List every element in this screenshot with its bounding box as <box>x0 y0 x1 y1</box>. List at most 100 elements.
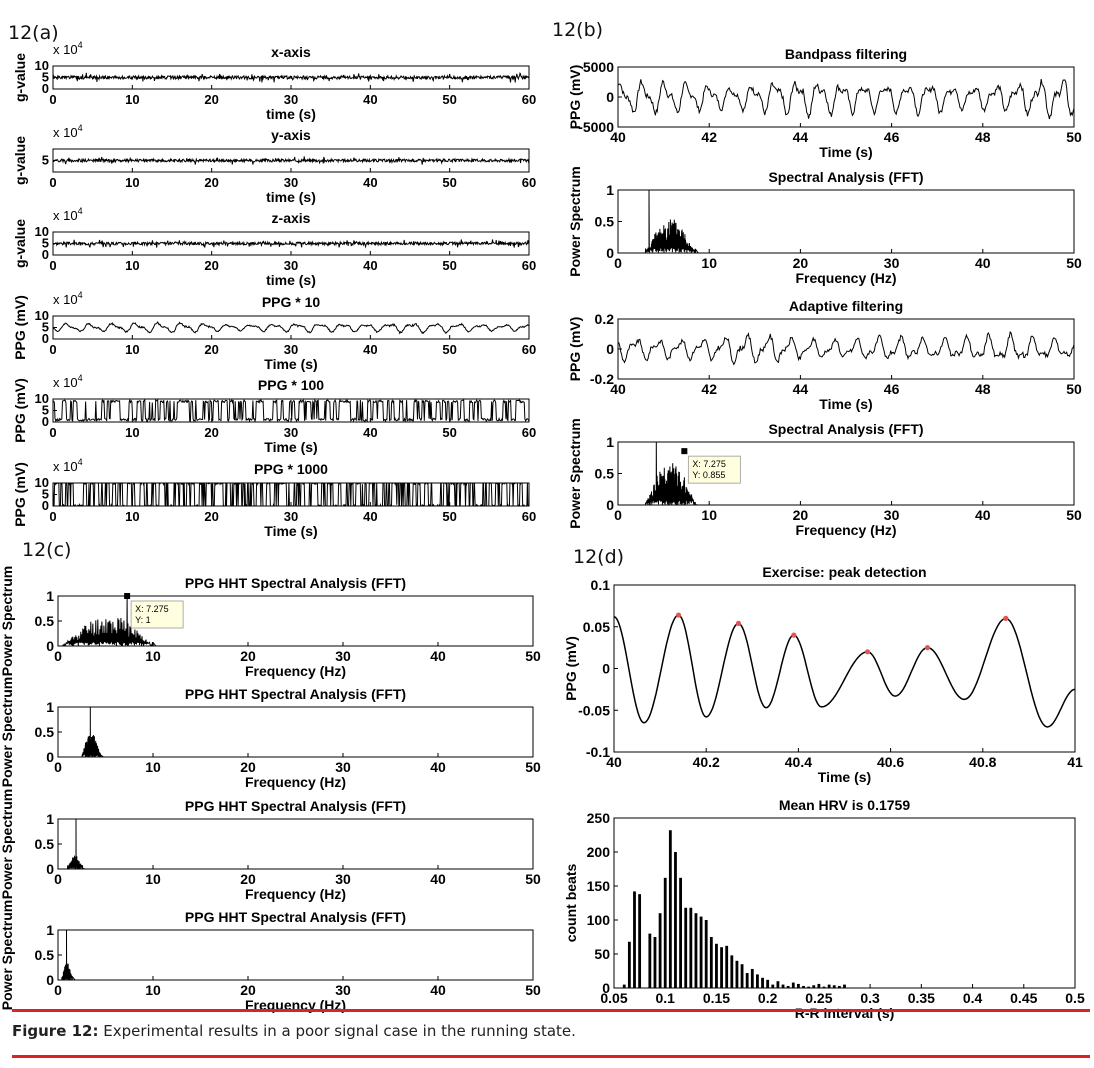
series-line <box>618 442 1074 505</box>
bar <box>694 913 698 988</box>
y-exponent: x 104 <box>53 457 83 474</box>
caption-label: Figure 12: <box>12 1022 99 1040</box>
series-line <box>53 399 529 422</box>
chart-title: PPG HHT Spectral Analysis (FFT) <box>185 686 406 702</box>
x-tick-label: 60 <box>522 425 536 440</box>
bar <box>633 891 636 988</box>
series-line <box>58 930 533 980</box>
y-tick-label: -0.2 <box>590 371 614 387</box>
bar <box>668 830 672 988</box>
x-tick-label: 30 <box>284 342 298 357</box>
chart-title: z-axis <box>272 210 311 226</box>
bar <box>735 960 739 988</box>
series-line <box>53 72 529 83</box>
figure-caption: Figure 12: Experimental results in a poo… <box>12 1022 576 1040</box>
series-line <box>53 239 529 249</box>
x-tick-label: 0.3 <box>860 990 880 1006</box>
bar <box>704 920 708 988</box>
chart-c1: PPG HHT Spectral Analysis (FFT)0 10 20 30 40… <box>0 566 541 679</box>
x-tick-label: 0 <box>49 92 56 107</box>
panel-label-c: 12(c) <box>22 539 71 561</box>
y-tick-label: 10 <box>35 224 49 239</box>
y-tick-label: 200 <box>587 844 611 860</box>
x-tick-label: 20 <box>204 258 218 273</box>
bar <box>761 977 764 988</box>
y-exponent-power: 4 <box>78 206 83 216</box>
y-axis-label: PPG (mV) <box>563 636 579 701</box>
x-tick-label: 0 <box>54 648 62 664</box>
plot-area <box>58 707 533 757</box>
x-tick-label: 50 <box>525 759 541 775</box>
datatip-x: X: 7.275 <box>135 604 169 614</box>
x-tick-label: 40 <box>363 175 377 190</box>
y-axis-label: Power Spectrum <box>0 677 15 787</box>
x-axis-label: Time (s) <box>264 523 317 539</box>
chart-title: Exercise: peak detection <box>762 564 926 580</box>
bar <box>791 982 795 988</box>
chart-b2: Spectral Analysis (FFT) 0 10 20 30 40 50 0 0.5 1 F… <box>567 166 1082 286</box>
plot-frame <box>57 818 534 870</box>
x-tick-label: 10 <box>145 871 161 887</box>
peak-marker <box>735 620 742 627</box>
y-tick-label: 0.05 <box>583 619 610 635</box>
chart-c4: PPG HHT Spectral Analysis (FFT)0 10 20 30 40… <box>0 900 541 1013</box>
y-tick-label: 0 <box>42 498 49 513</box>
y-tick-label: 0 <box>42 414 49 429</box>
x-axis-label: Time (s) <box>819 144 872 160</box>
y-tick-label: 10 <box>35 475 49 490</box>
x-tick-label: 40 <box>430 759 446 775</box>
datatip-x: X: 7.275 <box>692 459 726 469</box>
bar <box>745 973 749 988</box>
bar <box>709 937 713 988</box>
chart-title: Bandpass filtering <box>785 46 907 62</box>
x-tick-label: 20 <box>204 342 218 357</box>
x-tick-label: 10 <box>125 175 139 190</box>
x-tick-label: 44 <box>793 381 809 397</box>
peak-marker <box>864 649 871 655</box>
x-tick-label: 40 <box>610 129 626 145</box>
bar <box>622 984 626 988</box>
series-line <box>618 79 1074 120</box>
x-tick-label: 40 <box>363 92 377 107</box>
y-axis-label: g-value <box>12 136 28 185</box>
x-axis-label: time (s) <box>266 272 316 288</box>
y-axis-label: Power Spectrum <box>567 166 583 276</box>
bar <box>766 979 770 988</box>
chart-b1: Bandpass filtering 40 42 44 46 48 50 -5000 0 5000… <box>567 46 1082 160</box>
x-tick-label: 50 <box>525 648 541 664</box>
series-line <box>53 156 529 165</box>
x-axis-label: Frequency (Hz) <box>245 774 346 790</box>
plot-area <box>618 79 1074 120</box>
y-exponent: x 104 <box>53 40 83 57</box>
plot-frame <box>57 929 534 981</box>
series-line <box>53 483 529 506</box>
bar <box>663 877 667 988</box>
bar <box>689 907 693 988</box>
y-tick-label: 0 <box>606 497 614 513</box>
x-tick-label: 30 <box>884 255 900 271</box>
y-tick-label: 0 <box>46 638 54 654</box>
x-tick-label: 0 <box>49 175 56 190</box>
y-tick-label: -0.1 <box>586 744 610 760</box>
x-tick-label: 10 <box>145 982 161 998</box>
x-tick-label: 0.4 <box>963 990 983 1006</box>
bar <box>802 985 805 988</box>
y-axis-label: Power Spectrum <box>0 566 15 676</box>
bar <box>653 937 657 988</box>
x-tick-label: 0 <box>49 425 56 440</box>
datatip-y: Y: 0.855 <box>692 470 725 480</box>
y-tick-label: 0 <box>606 245 614 261</box>
plot-frame <box>613 817 1076 989</box>
bar <box>658 913 662 988</box>
x-tick-label: 20 <box>204 92 218 107</box>
x-tick-label: 30 <box>335 648 351 664</box>
y-tick-label: 0.1 <box>591 577 611 593</box>
chart-title: Adaptive filtering <box>789 298 903 314</box>
plot-frame <box>57 706 534 758</box>
bar <box>822 986 826 988</box>
chart-c2: PPG HHT Spectral Analysis (FFT)0 10 20 30 40… <box>0 677 541 790</box>
x-tick-label: 40 <box>363 258 377 273</box>
x-tick-label: 60 <box>522 258 536 273</box>
